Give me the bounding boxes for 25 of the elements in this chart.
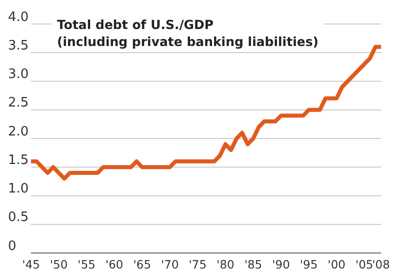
x-tick-label: '65 xyxy=(133,258,152,272)
x-tick-label: '70 xyxy=(160,258,179,272)
x-tick-label: '50 xyxy=(50,258,68,272)
x-tick-label: '55 xyxy=(78,258,96,272)
x-tick-label: '45 xyxy=(22,258,40,272)
x-tick-label: '75 xyxy=(188,258,207,272)
y-tick-label: 0 xyxy=(8,238,16,254)
text: (including private banking liabilities) xyxy=(57,34,318,49)
x-tick-label: '90 xyxy=(272,258,290,272)
y-tick-label: 1.0 xyxy=(8,182,29,196)
x-tick-label: '08 xyxy=(372,258,390,272)
y-tick-label: 1.5 xyxy=(8,152,29,168)
y-tick-label: 2.0 xyxy=(8,124,29,140)
y-tick-label: 3.5 xyxy=(8,38,29,54)
x-tick-label: '85 xyxy=(244,258,262,272)
y-tick-label: 2.5 xyxy=(8,96,29,111)
y-tick-label: 4.0 xyxy=(8,10,29,25)
x-tick-label: '60 xyxy=(105,258,124,272)
y-tick-label: 3.0 xyxy=(8,67,29,82)
x-tick-label: '00 xyxy=(328,258,346,272)
y-tick-label: 0.5 xyxy=(8,210,29,226)
chart-title: Total debt of U.S./GDP xyxy=(57,17,214,32)
x-tick-label: '95 xyxy=(300,258,318,272)
x-tick-label: '80 xyxy=(216,258,234,272)
x-tick-label: '05 xyxy=(355,258,374,272)
